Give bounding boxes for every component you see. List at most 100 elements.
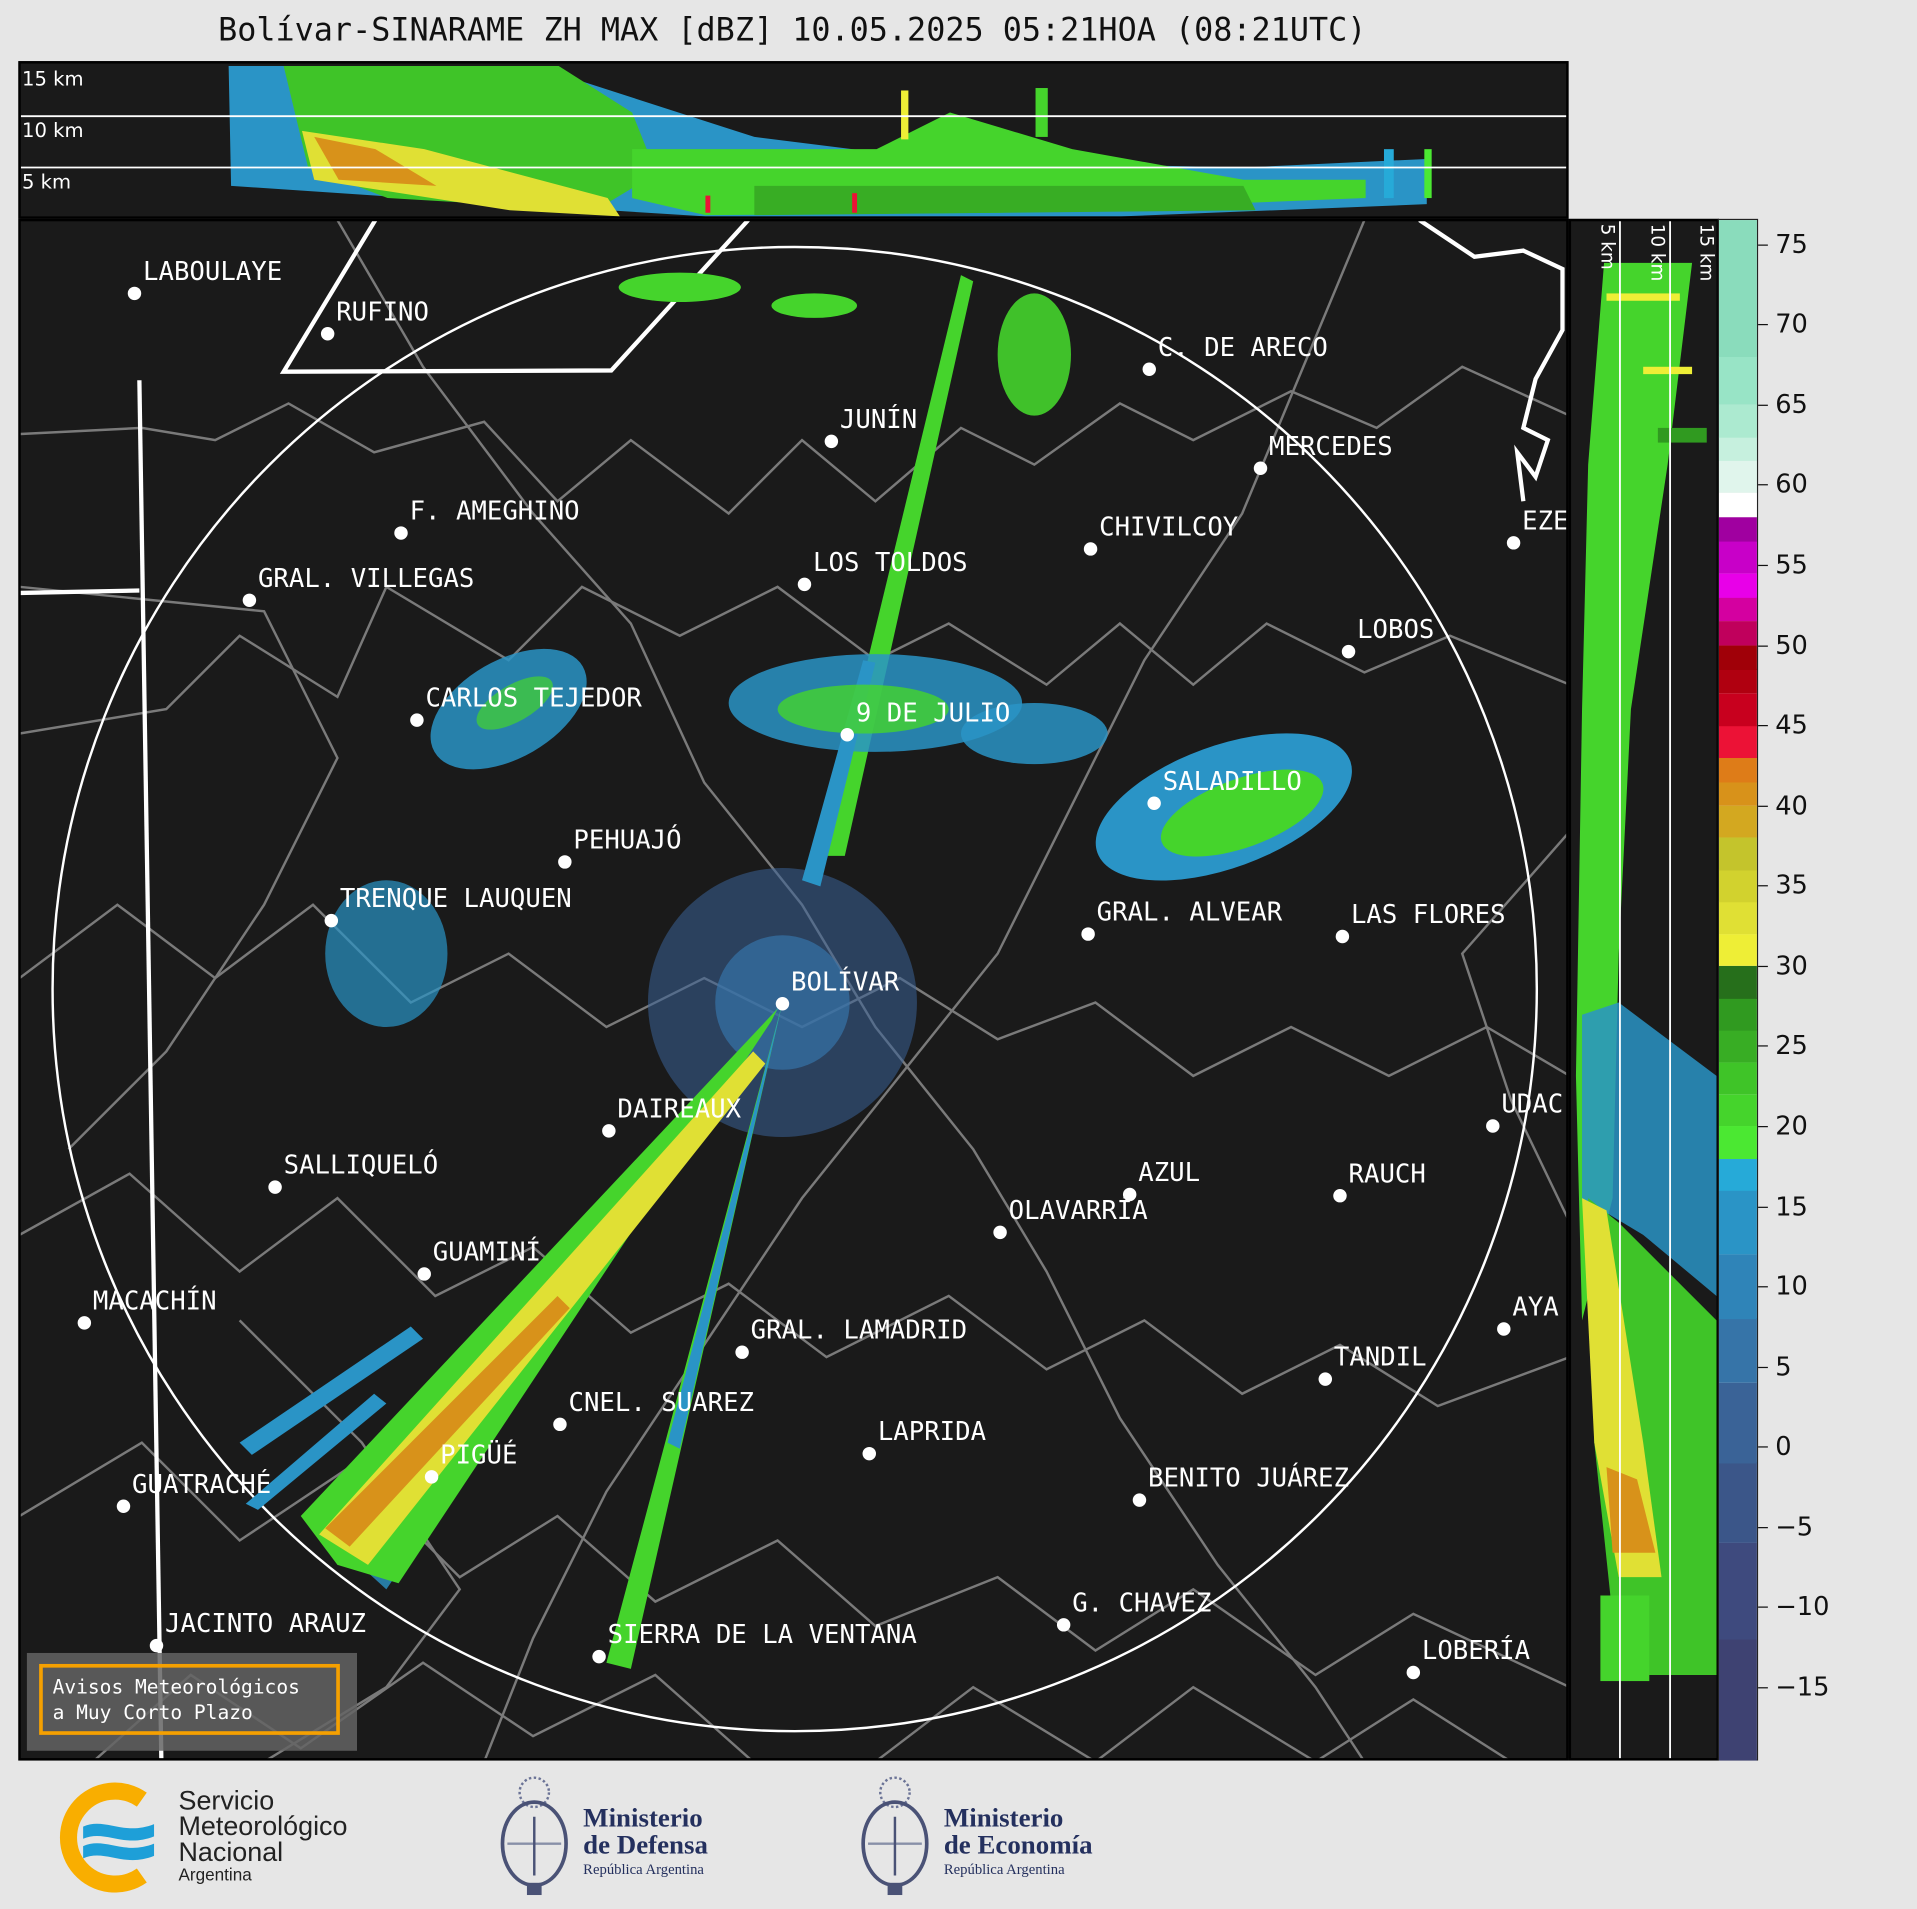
colorbar-band	[1718, 620, 1757, 646]
colorbar-tick-label: −5	[1775, 1512, 1814, 1542]
height-label-10km: 10 km	[22, 118, 84, 142]
colorbar-band	[1718, 1093, 1757, 1127]
city-label: MACACHÍN	[92, 1286, 217, 1316]
city-marker-icon	[862, 1446, 876, 1461]
colorbar-tick	[1758, 725, 1768, 727]
colorbar-band	[1718, 492, 1757, 518]
smn-line2: Meteorológico	[178, 1810, 348, 1842]
colorbar-band	[1718, 540, 1757, 574]
colorbar-tick	[1758, 1687, 1768, 1689]
side-profile-echoes	[1575, 221, 1717, 1759]
colorbar-band	[1718, 725, 1757, 758]
city-label: GRAL. ALVEAR	[1096, 897, 1283, 927]
colorbar-band	[1718, 933, 1757, 967]
colorbar-tick-label: 65	[1775, 389, 1808, 420]
colorbar-tick	[1758, 885, 1768, 887]
city-marker-icon	[1142, 362, 1156, 376]
colorbar-band	[1718, 596, 1757, 622]
colorbar-tick	[1758, 1526, 1768, 1529]
city-label: TRENQUE LAUQUEN	[339, 883, 572, 914]
colorbar-band	[1718, 781, 1757, 806]
city-marker-icon	[1335, 929, 1350, 944]
city-label: UDAC	[1501, 1089, 1564, 1119]
colorbar-band	[1718, 837, 1757, 871]
colorbar-band	[1718, 1061, 1757, 1095]
economia-line3: República Argentina	[943, 1860, 1065, 1878]
colorbar-band	[1718, 404, 1757, 438]
colorbar-tick	[1758, 244, 1768, 246]
city-marker-icon	[424, 1470, 439, 1484]
city-marker-icon	[1083, 542, 1098, 556]
colorbar-band	[1718, 1125, 1757, 1159]
colorbar-band	[1718, 1254, 1757, 1319]
radar-map: LABOULAYE RUFINO C. DE ARECO JUNÍN MERCEDES F…	[18, 218, 1569, 1761]
city-label: GUAMINÍ	[432, 1237, 542, 1267]
city-label: LOBERÍA	[1421, 1635, 1531, 1666]
colorbar-band	[1718, 757, 1757, 782]
district-boundaries	[20, 221, 1567, 1759]
height-label-10km: 10 km	[1646, 223, 1669, 282]
city-marker-icon	[417, 1267, 431, 1281]
colorbar-band	[1718, 644, 1757, 670]
colorbar-band	[1718, 220, 1757, 357]
colorbar-tick-label: 75	[1775, 229, 1808, 259]
city-label: SIERRA DE LA VENTANA	[607, 1619, 917, 1650]
city-marker-icon	[735, 1345, 749, 1359]
height-label-5km: 5 km	[1596, 223, 1619, 270]
smn-logo: Servicio Meteorológico Nacional Argentin…	[56, 1782, 398, 1893]
colorbar-tick	[1758, 1446, 1768, 1448]
colorbar-band	[1718, 516, 1757, 542]
colorbar-tick-label: 20	[1775, 1111, 1808, 1141]
colorbar-tick	[1758, 644, 1768, 647]
city-marker-icon	[1122, 1187, 1137, 1202]
city-marker-icon	[1318, 1372, 1333, 1386]
city-label: LAPRIDA	[877, 1416, 987, 1447]
city-label: GUATRACHÉ	[132, 1469, 272, 1499]
city-marker-icon	[320, 327, 335, 341]
city-label: BOLÍVAR	[791, 967, 900, 997]
colorbar-band	[1718, 869, 1757, 903]
defensa-line2: de Defensa	[583, 1829, 708, 1860]
city-marker-icon	[1341, 644, 1356, 659]
city-marker-icon	[840, 728, 854, 742]
city-marker-icon	[1132, 1493, 1147, 1507]
smn-line1: Servicio	[178, 1784, 275, 1816]
colorbar-band	[1718, 1029, 1757, 1063]
city-marker-icon	[1056, 1618, 1071, 1632]
height-label-5km: 5 km	[22, 169, 72, 194]
city-marker-icon	[268, 1180, 282, 1194]
city-label: AYA	[1512, 1292, 1559, 1322]
colorbar-tick	[1758, 1366, 1768, 1368]
city-label: GRAL. VILLEGAS	[257, 563, 475, 593]
city-marker-icon	[797, 577, 812, 592]
colorbar-tick	[1758, 805, 1768, 807]
city-label: 9 DE JULIO	[855, 698, 1011, 728]
city-label: RAUCH	[1348, 1159, 1426, 1189]
smn-line3: Nacional	[178, 1836, 284, 1867]
colorbar-tick-label: 25	[1775, 1031, 1808, 1061]
colorbar-band	[1718, 460, 1757, 494]
colorbar-tick-label: 5	[1775, 1351, 1792, 1382]
colorbar-band	[1718, 436, 1757, 462]
colorbar-tick-label: −10	[1775, 1592, 1830, 1622]
avisos-line1: Avisos Meteorológicos	[52, 1674, 300, 1699]
colorbar-tick	[1758, 564, 1768, 567]
city-label: TANDIL	[1333, 1342, 1427, 1372]
city-label: CNEL. SUAREZ	[568, 1387, 755, 1417]
colorbar-tick	[1758, 1045, 1768, 1048]
economia-line2: de Economía	[943, 1829, 1093, 1860]
city-label: PIGÜÉ	[440, 1440, 518, 1470]
city-label: GRAL. LAMADRID	[750, 1315, 968, 1345]
city-marker-icon	[558, 855, 572, 869]
colorbar-tick-label: −15	[1775, 1672, 1830, 1702]
colorbar-tick-label: 10	[1775, 1271, 1808, 1301]
top-height-profile-panel: 15 km 10 km 5 km	[18, 61, 1569, 219]
colorbar-band	[1718, 805, 1757, 838]
national-coat-of-arms-icon	[500, 1776, 568, 1896]
city-label: LOBOS	[1357, 614, 1435, 645]
colorbar-band	[1718, 356, 1757, 406]
colorbar-tick-label: 60	[1775, 469, 1808, 500]
city-marker-icon	[149, 1638, 164, 1653]
city-label: MERCEDES	[1269, 431, 1393, 461]
avisos-button[interactable]: Avisos Meteorológicos a Muy Corto Plazo	[26, 1652, 357, 1751]
